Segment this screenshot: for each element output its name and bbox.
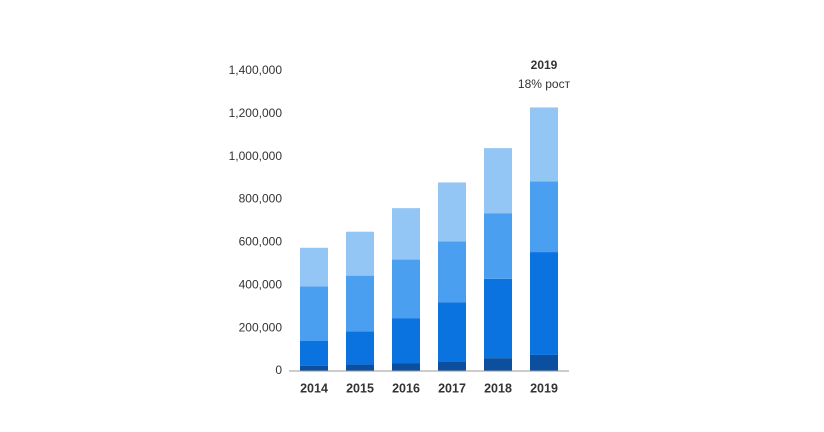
bar-segment <box>392 208 420 260</box>
bar-segment <box>530 181 558 253</box>
bar-segment <box>438 182 466 242</box>
annotation-text: 18% рост <box>518 77 571 91</box>
y-tick-label: 1,400,000 <box>229 63 283 77</box>
bar-segment <box>392 363 420 371</box>
annotation-title: 2019 <box>531 58 558 72</box>
bar-segment <box>530 107 558 182</box>
x-tick-label: 2019 <box>530 381 558 395</box>
bar-segment <box>392 318 420 364</box>
x-tick-label: 2014 <box>300 381 328 395</box>
bar-segment <box>300 286 328 341</box>
bar-segment <box>300 247 328 287</box>
bar-segment <box>438 241 466 303</box>
y-tick-label: 400,000 <box>239 277 283 291</box>
y-tick-label: 200,000 <box>239 320 283 334</box>
bar-segment <box>438 302 466 362</box>
y-tick-label: 1,200,000 <box>229 106 283 120</box>
bar-segment <box>484 358 512 371</box>
bar-segment <box>300 341 328 366</box>
bar-segment <box>530 354 558 371</box>
bar-segment <box>346 364 374 371</box>
bar-segment <box>392 259 420 319</box>
bar-segment <box>530 252 558 355</box>
bar-segment <box>484 148 512 214</box>
x-tick-label: 2018 <box>484 381 512 395</box>
y-tick-label: 600,000 <box>239 235 283 249</box>
x-tick-label: 2016 <box>392 381 420 395</box>
y-tick-label: 1,000,000 <box>229 149 283 163</box>
bar-segment <box>438 361 466 371</box>
bar-segment <box>346 275 374 332</box>
bar-segment <box>346 331 374 365</box>
x-tick-label: 2015 <box>346 381 374 395</box>
bar-segment <box>346 231 374 276</box>
x-tick-label: 2017 <box>438 381 466 395</box>
y-tick-label: 800,000 <box>239 192 283 206</box>
bar-segment <box>300 365 328 371</box>
y-tick-label: 0 <box>275 363 282 377</box>
bar-segment <box>484 278 512 359</box>
bar-segment <box>484 213 512 279</box>
